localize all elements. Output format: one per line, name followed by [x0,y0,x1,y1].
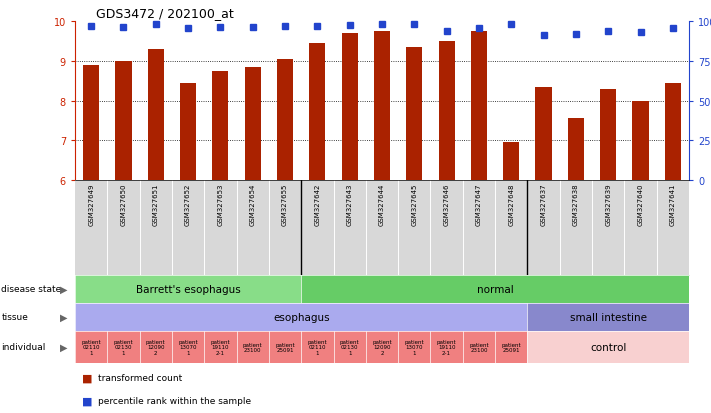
Bar [665,83,681,180]
Text: patient
13070
1: patient 13070 1 [178,339,198,356]
Text: GSM327651: GSM327651 [153,183,159,226]
Bar [471,32,487,180]
Text: patient
02130
1: patient 02130 1 [340,339,360,356]
Text: patient
23100: patient 23100 [243,342,262,353]
Text: GSM327648: GSM327648 [508,183,514,226]
Bar [600,89,616,180]
Text: patient
19110
2-1: patient 19110 2-1 [437,339,456,356]
Text: patient
19110
2-1: patient 19110 2-1 [210,339,230,356]
Text: GSM327644: GSM327644 [379,183,385,225]
Text: ■: ■ [82,396,92,406]
Text: tissue: tissue [1,313,28,322]
Text: ■: ■ [82,373,92,383]
Text: GSM327654: GSM327654 [250,183,256,225]
Text: GSM327650: GSM327650 [120,183,127,226]
Bar [148,50,164,180]
Text: GSM327643: GSM327643 [347,183,353,226]
Text: control: control [590,342,626,352]
Bar [568,119,584,180]
Text: GSM327655: GSM327655 [282,183,288,225]
Text: GSM327649: GSM327649 [88,183,94,226]
Text: disease state: disease state [1,285,62,294]
Text: GSM327640: GSM327640 [638,183,643,226]
Text: GSM327638: GSM327638 [573,183,579,226]
Text: patient
25091: patient 25091 [275,342,295,353]
Text: GSM327641: GSM327641 [670,183,676,226]
Bar [83,66,100,180]
Text: ▶: ▶ [60,312,68,322]
Text: patient
13070
1: patient 13070 1 [405,339,424,356]
Text: ▶: ▶ [60,342,68,352]
Bar [180,83,196,180]
Text: transformed count: transformed count [97,374,182,382]
Text: GSM327642: GSM327642 [314,183,321,225]
Bar [213,71,228,180]
Bar [341,34,358,180]
Text: GSM327639: GSM327639 [605,183,611,226]
Text: GSM327652: GSM327652 [185,183,191,225]
Bar [535,88,552,180]
Bar [503,143,519,180]
Text: patient
02110
1: patient 02110 1 [308,339,327,356]
Bar [115,62,132,180]
Text: esophagus: esophagus [273,312,329,322]
Bar [374,32,390,180]
Text: ▶: ▶ [60,284,68,294]
Bar [633,101,648,180]
Text: GSM327646: GSM327646 [444,183,449,226]
Text: patient
25091: patient 25091 [501,342,521,353]
Bar [245,68,261,180]
Text: GSM327647: GSM327647 [476,183,482,226]
Bar [406,48,422,180]
Text: individual: individual [1,343,46,351]
Text: patient
02130
1: patient 02130 1 [114,339,133,356]
Bar [277,59,293,180]
Bar [309,44,326,180]
Text: patient
02110
1: patient 02110 1 [81,339,101,356]
Text: GSM327637: GSM327637 [540,183,547,226]
Bar [439,42,455,180]
Text: patient
12090
2: patient 12090 2 [372,339,392,356]
Text: GDS3472 / 202100_at: GDS3472 / 202100_at [96,7,234,20]
Text: patient
23100: patient 23100 [469,342,488,353]
Text: small intestine: small intestine [570,312,647,322]
Text: GSM327653: GSM327653 [218,183,223,226]
Text: percentile rank within the sample: percentile rank within the sample [97,396,251,405]
Text: Barrett's esophagus: Barrett's esophagus [136,284,240,294]
Text: patient
12090
2: patient 12090 2 [146,339,166,356]
Text: normal: normal [477,284,513,294]
Text: GSM327645: GSM327645 [412,183,417,225]
